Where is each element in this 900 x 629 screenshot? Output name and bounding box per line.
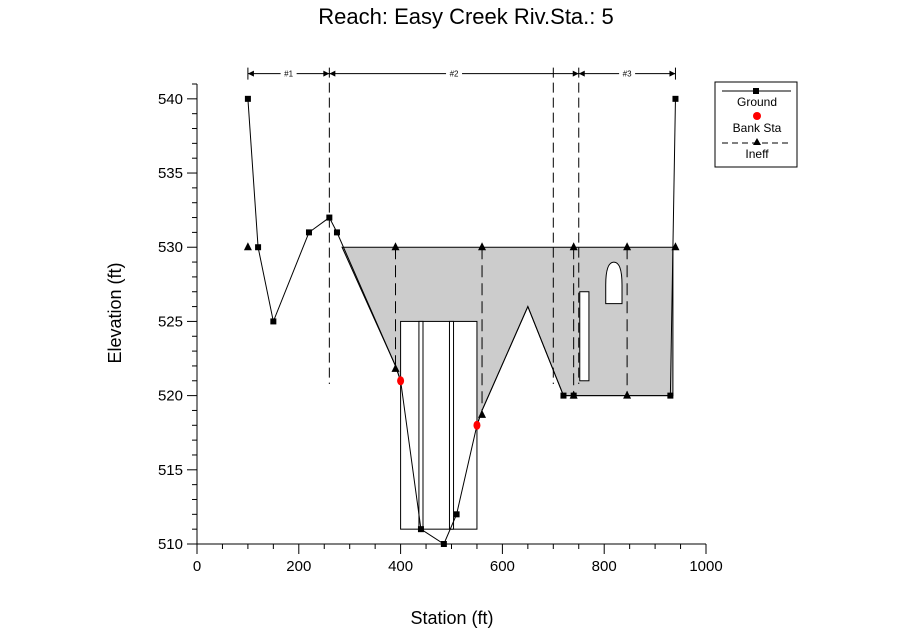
x-tick-label-1: 200	[286, 558, 311, 575]
legend-ground-marker	[753, 88, 759, 94]
ground-marker-5	[333, 229, 340, 236]
ground-marker-9	[560, 392, 567, 399]
x-tick-label-4: 800	[592, 558, 617, 575]
y-tick-label-1: 515	[158, 462, 183, 479]
ground-marker-1	[255, 244, 262, 251]
ineff-marker-4	[478, 242, 487, 251]
chart-title: Reach: Easy Creek Riv.Sta.: 5	[318, 4, 614, 29]
ground-marker-4	[326, 214, 333, 221]
y-tick-label-5: 535	[158, 165, 183, 182]
ground-marker-10	[570, 392, 577, 399]
x-tick-label-0: 0	[193, 558, 201, 575]
legend-ineff-label: Ineff	[745, 147, 769, 161]
reach-arrowhead-right-0	[323, 70, 330, 77]
y-tick-label-4: 530	[158, 239, 183, 256]
reach-arrowhead-right-2	[669, 70, 676, 77]
ground-marker-6	[417, 526, 424, 533]
reach-arrowhead-left-1	[329, 70, 336, 77]
axes: 510 515 520 525 530 535 540 0 200 400 600 800 1000	[158, 83, 723, 575]
ineff-marker-6	[569, 242, 578, 251]
y-tick-label-3: 525	[158, 313, 183, 330]
reach-label-1: #2	[450, 70, 459, 79]
reach-label-bg-1	[446, 68, 463, 79]
x-tick-label-3: 600	[490, 558, 515, 575]
ground-marker-8	[453, 511, 460, 518]
bridge-opening-0	[400, 320, 478, 530]
reach-label-0: #1	[284, 70, 293, 79]
legend-ground-label: Ground	[737, 95, 777, 109]
ineff-marker-7	[623, 390, 632, 399]
ineffective-flow-lines	[243, 242, 680, 418]
bank-station-marker-1	[473, 420, 481, 430]
legend-ineff-marker	[753, 138, 761, 145]
y-tick-label-0: 510	[158, 536, 183, 553]
reach-label-2: #3	[623, 70, 632, 79]
culvert-arch-opening	[605, 261, 623, 305]
y-tick-label-6: 540	[158, 91, 183, 108]
x-tick-label-5: 1000	[689, 558, 722, 575]
y-tick-label-2: 520	[158, 388, 183, 405]
ineff-marker-1	[391, 363, 400, 372]
reach-label-bg-2	[619, 68, 636, 79]
ineff-marker-0	[243, 242, 252, 251]
y-axis-label: Elevation (ft)	[105, 262, 125, 363]
legend-bank-sta-label: Bank Sta	[733, 121, 782, 135]
ineff-marker-9	[671, 242, 680, 251]
x-axis-label: Station (ft)	[410, 608, 493, 628]
ground-marker-0	[244, 95, 251, 102]
ground-marker-3	[305, 229, 312, 236]
x-tick-label-2: 400	[388, 558, 413, 575]
reach-arrowhead-left-0	[247, 70, 254, 77]
ground-marker-11	[667, 392, 674, 399]
reach-dividers: #1 #2 #3	[247, 67, 676, 384]
bridge-openings	[400, 261, 623, 530]
reach-arrowhead-left-2	[578, 70, 585, 77]
legend-box	[714, 81, 798, 168]
bridge-pier-0	[418, 320, 424, 530]
reach-label-bg-0	[280, 68, 297, 79]
ineff-marker-8	[623, 242, 632, 251]
ineff-marker-2	[391, 242, 400, 251]
reach-arrowhead-right-1	[572, 70, 579, 77]
ground-marker-12	[672, 95, 679, 102]
bridge-pier-1	[448, 320, 455, 530]
legend: Ground Bank Sta Ineff	[714, 81, 798, 168]
bank-station-marker-0	[397, 376, 405, 386]
ground-marker-2	[270, 318, 277, 325]
bridge-opening-1	[579, 291, 590, 382]
legend-bank-sta-marker	[753, 112, 761, 120]
